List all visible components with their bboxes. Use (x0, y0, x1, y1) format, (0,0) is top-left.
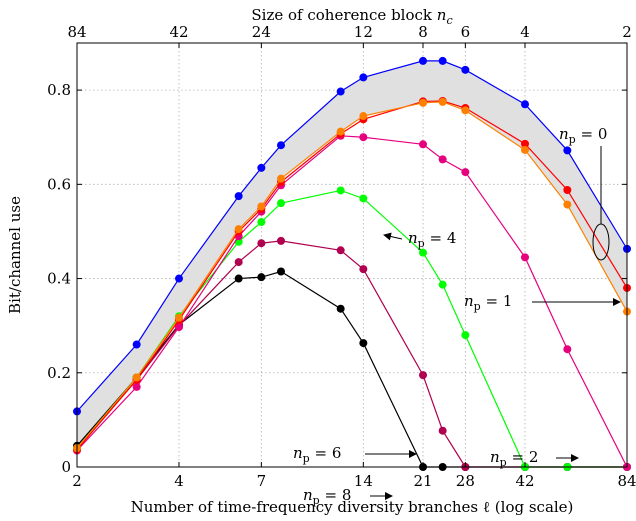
data-point-orange (174, 313, 183, 322)
data-point-blue (234, 192, 243, 201)
data-point-blue (438, 56, 447, 65)
data-point-orange (359, 112, 368, 121)
data-point-blue (257, 163, 266, 172)
data-point-blue (461, 65, 470, 74)
data-point-magenta (521, 253, 530, 262)
top-x-tick-label: 2 (622, 23, 632, 41)
data-point-red (521, 139, 530, 148)
data-point-green (359, 194, 368, 203)
data-point-green (257, 218, 266, 227)
x-tick-label: 84 (617, 472, 636, 490)
top-x-tick-label: 42 (169, 23, 188, 41)
series-crimson (73, 236, 631, 471)
plot-frame (76, 42, 628, 468)
annotation-label: np = 1 (464, 292, 512, 313)
data-point-blue (359, 73, 368, 82)
series-line-red (76, 100, 628, 450)
data-point-black (234, 274, 243, 283)
top-x-tick-label: 12 (354, 23, 373, 41)
data-point-magenta (359, 133, 368, 142)
series-black (73, 267, 631, 471)
data-point-crimson (419, 371, 428, 380)
data-point-orange (234, 225, 243, 234)
data-point-magenta (438, 155, 447, 164)
data-point-crimson (359, 265, 368, 274)
data-point-blue (419, 56, 428, 65)
x-tick-label: 21 (413, 472, 432, 490)
x-tick-label: 2 (72, 472, 82, 490)
data-point-green (419, 248, 428, 257)
data-point-black (257, 273, 266, 282)
data-point-blue (563, 146, 572, 155)
data-point-orange (521, 145, 530, 154)
data-point-orange (419, 98, 428, 107)
top-x-tick-label: 8 (418, 23, 428, 41)
data-point-green (438, 280, 447, 289)
data-point-black (336, 304, 345, 313)
data-point-magenta (419, 140, 428, 149)
top-x-tick-label: 6 (461, 23, 471, 41)
data-point-magenta (174, 323, 183, 332)
series-blue (73, 56, 631, 416)
top-x-tick-label: 24 (252, 23, 271, 41)
data-point-orange (276, 174, 285, 183)
annotation-label: np = 0 (559, 125, 607, 146)
data-point-blue (132, 340, 141, 349)
data-point-orange (336, 127, 345, 136)
data-point-magenta (461, 168, 470, 177)
data-point-orange (257, 202, 266, 211)
data-point-orange (461, 106, 470, 115)
data-point-blue (521, 100, 530, 109)
series-line-blue (76, 60, 628, 412)
data-point-blue (276, 141, 285, 150)
annotation-label: np = 2 (490, 448, 538, 469)
data-point-green (461, 331, 470, 340)
series-line-magenta (76, 135, 628, 468)
data-point-magenta (563, 345, 572, 354)
y-tick-label: 0 (61, 458, 71, 476)
series-line-orange (76, 101, 628, 449)
y-tick-label: 0.6 (47, 175, 71, 193)
data-point-orange (438, 97, 447, 106)
y-axis-label: Bit/channel use (6, 196, 24, 314)
y-tick-label: 0.4 (47, 270, 71, 288)
data-point-blue (336, 87, 345, 96)
x-axis-label: Number of time-frequency diversity branc… (131, 498, 574, 516)
top-x-tick-label: 84 (67, 23, 86, 41)
x-tick-label: 4 (174, 472, 184, 490)
y-tick-label: 0.8 (47, 81, 71, 99)
x-tick-label: 28 (456, 472, 475, 490)
data-point-green (336, 186, 345, 195)
x-tick-label: 42 (515, 472, 534, 490)
data-point-red (563, 185, 572, 194)
annotation-label: np = 6 (293, 444, 341, 465)
top-x-axis-label: Size of coherence block nc (251, 6, 452, 27)
annotation-label: np = 4 (408, 229, 456, 250)
data-point-crimson (336, 246, 345, 255)
y-tick-label: 0.2 (47, 364, 71, 382)
data-point-crimson (234, 258, 243, 267)
data-point-orange (563, 200, 572, 209)
data-point-crimson (276, 236, 285, 245)
annotation-label: np = 8 (303, 486, 351, 507)
data-point-orange (132, 373, 141, 382)
annotation-arrow (383, 232, 403, 241)
annotations: np = 0 np = 1 np = 2 np = 4 np = 6 np = 8 (293, 125, 621, 507)
data-point-magenta (132, 382, 141, 391)
x-tick-label: 7 (257, 472, 267, 490)
np0-shaded-band (77, 60, 627, 449)
x-tick-label: 14 (354, 472, 373, 490)
data-point-green (276, 199, 285, 208)
data-point-blue (174, 274, 183, 283)
data-point-crimson (438, 426, 447, 435)
data-point-black (359, 339, 368, 348)
data-point-black (276, 267, 285, 276)
top-x-tick-label: 4 (520, 23, 530, 41)
data-point-crimson (257, 239, 266, 248)
series-magenta (73, 131, 631, 471)
